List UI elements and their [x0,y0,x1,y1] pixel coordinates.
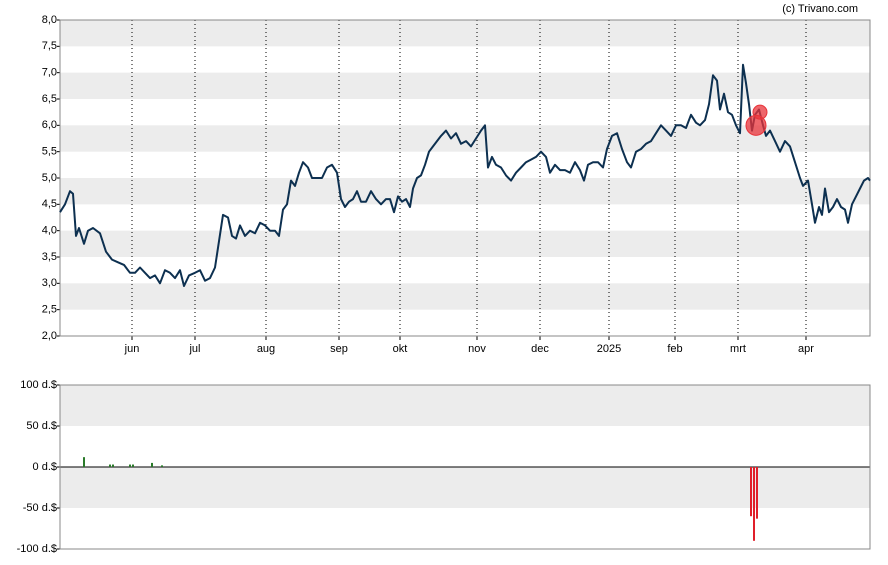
x-tick-label: nov [468,343,486,355]
y-tick-label: 100 d.$ [20,379,57,391]
credit: (c) Trivano.com [782,3,858,15]
y-tick-label: 8,0 [42,14,57,26]
plot-frame [59,19,871,337]
x-tick-label: 2025 [597,343,621,355]
plot-frame [59,384,871,550]
band [60,72,870,99]
y-tick-label: 6,0 [42,119,57,131]
y-tick-label: 3,5 [42,251,57,263]
bar [151,462,153,467]
x-tick-label: feb [667,343,682,355]
bar [132,464,134,467]
y-tick-label: 2,5 [42,304,57,316]
y-tick-label: 7,5 [42,40,57,52]
bar [750,467,752,517]
y-tick-label: 3,0 [42,277,57,289]
bar [161,465,163,467]
x-tick-label: okt [393,343,408,355]
x-tick-label: mrt [730,343,746,355]
band [60,467,870,508]
band [60,385,870,426]
y-tick-label: -50 d.$ [23,502,57,514]
y-tick-label: 5,0 [42,172,57,184]
band [60,125,870,152]
band [60,230,870,257]
band [60,20,870,47]
band [60,178,870,205]
bar [112,464,114,467]
bar [83,457,85,467]
y-tick-label: 5,5 [42,146,57,158]
y-tick-label: 2,0 [42,330,57,342]
y-tick-label: 6,5 [42,93,57,105]
bar [129,464,131,467]
x-tick-label: jul [188,343,200,355]
y-tick-label: -100 d.$ [17,543,57,555]
x-tick-label: aug [257,343,275,355]
y-tick-label: 7,0 [42,67,57,79]
trade-marker [752,104,768,120]
x-tick-label: dec [531,343,549,355]
y-tick-label: 4,5 [42,198,57,210]
x-tick-label: apr [798,343,814,355]
bar [753,467,755,541]
x-tick-label: jun [124,343,140,355]
y-tick-label: 0 d.$ [33,461,57,473]
y-tick-label: 50 d.$ [26,420,57,432]
band [60,283,870,310]
x-tick-label: sep [330,343,348,355]
y-tick-label: 4,0 [42,225,57,237]
bar [756,467,758,519]
bar [109,464,111,467]
